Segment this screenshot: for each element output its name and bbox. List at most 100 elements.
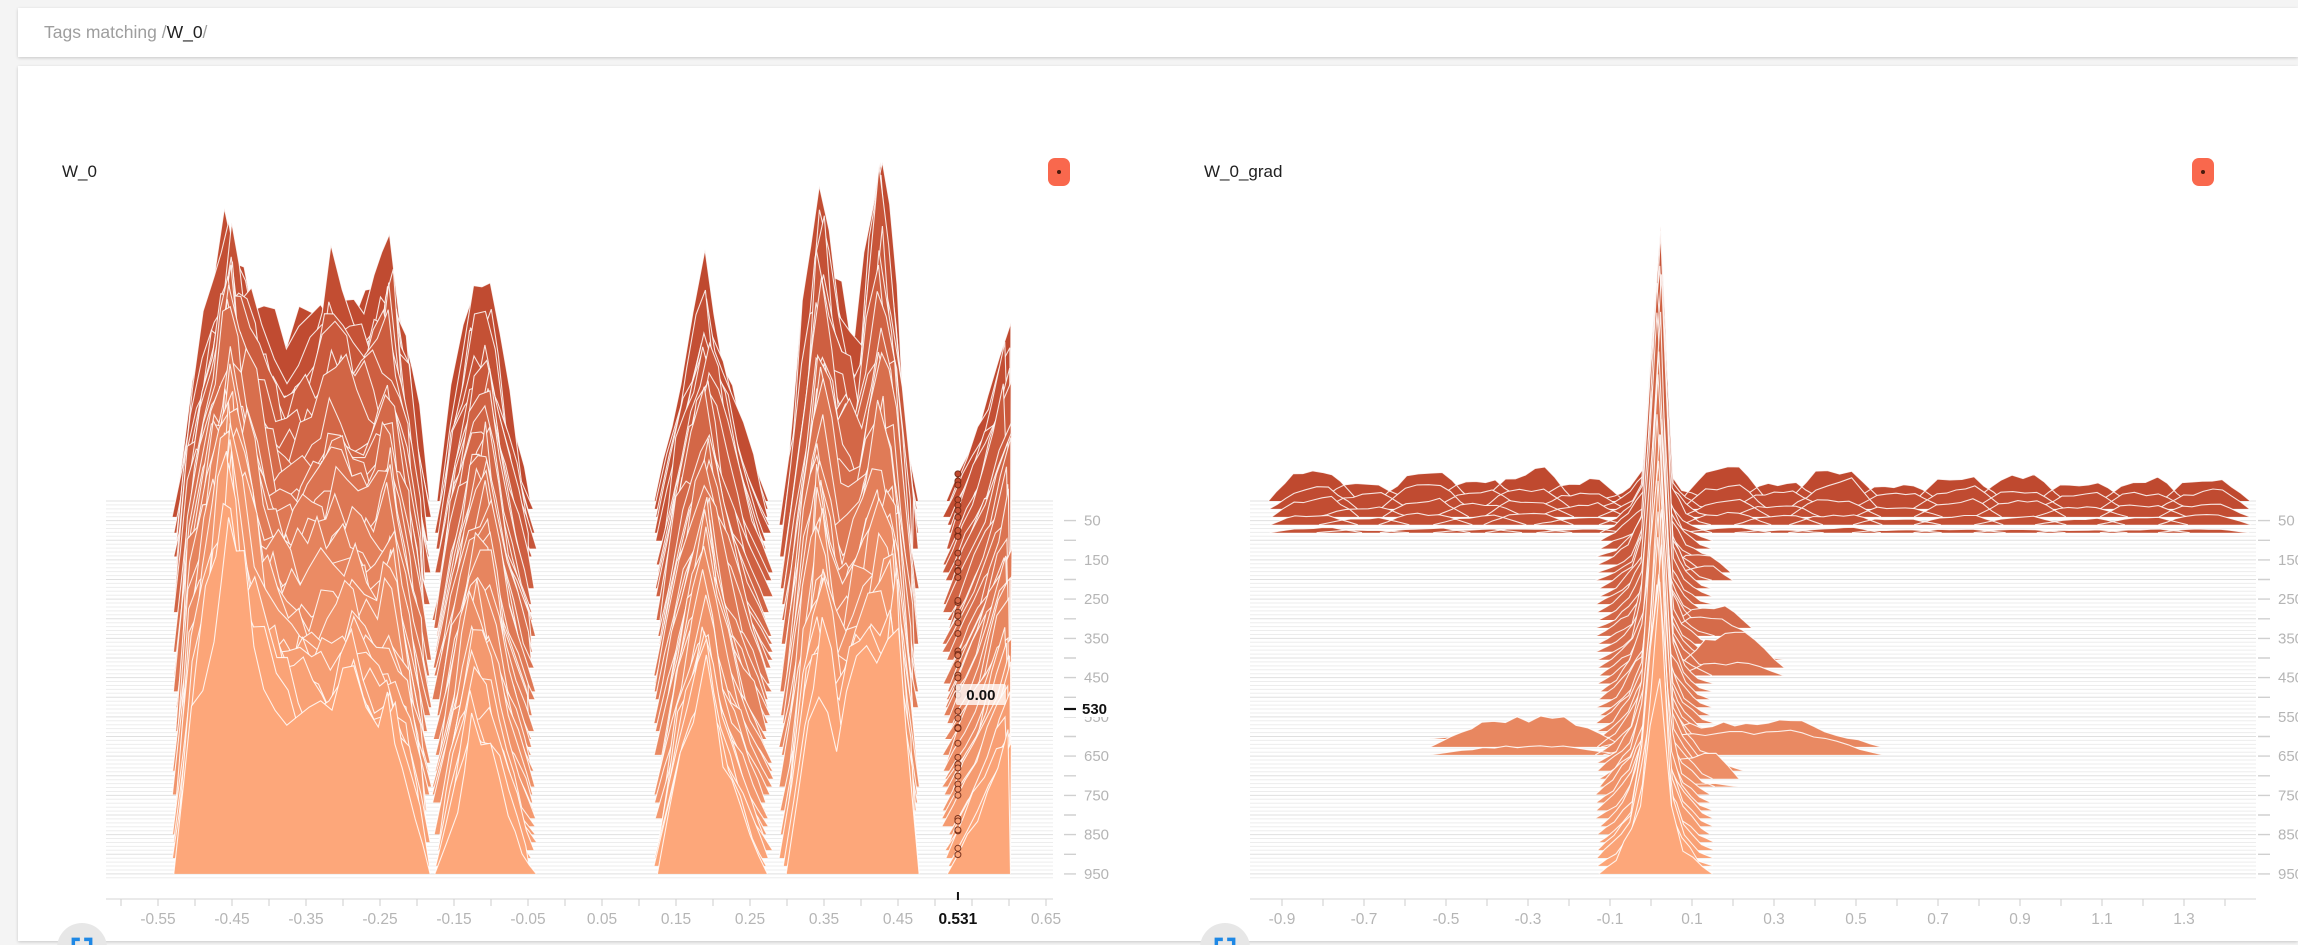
hover-slice-dot (954, 707, 962, 715)
x-tick-label: -0.35 (288, 911, 323, 928)
histogram-slice-outline (1268, 260, 2250, 510)
x-tick-label: -0.7 (1351, 911, 1378, 928)
histogram-slice (1268, 226, 2251, 501)
expand-chart-button-w0[interactable] (57, 923, 107, 945)
run-color-badge-icon (1048, 158, 1070, 186)
hover-slice-dot (954, 630, 962, 637)
x-tick-label: -0.45 (214, 911, 249, 928)
W_0_grad-ridgeline-plot[interactable]: -0.9 -0.7 -0.5 -0.3 -0.1 0.1 0.3 0.5 0.7 0.9 1.1 1.… (1250, 225, 2298, 928)
x-tick-label: -0.9 (1269, 911, 1296, 928)
chart-title-w0-grad: W_0_grad (1204, 162, 1283, 181)
hover-slice-dot (954, 785, 962, 793)
x-tick-label: 0.5 (1845, 911, 1867, 928)
x-tick-label: 1.3 (2173, 911, 2195, 928)
histogram-slice-outline (175, 161, 1012, 510)
x-tick-label: 0.65 (1031, 911, 1061, 928)
chart-title-w0: W_0 (62, 162, 97, 181)
step-tick-label: 350 (1084, 630, 1109, 647)
step-tick-label: 150 (1084, 552, 1109, 569)
x-tick-label: 0.15 (661, 911, 691, 928)
step-tick-label: 50 (1084, 513, 1101, 530)
hover-slice-dot (954, 772, 962, 780)
histogram-slice (1597, 395, 1784, 660)
hover-slice-dot (954, 652, 962, 659)
hover-slice-dot (954, 661, 962, 669)
step-tick-label: 250 (1084, 591, 1109, 608)
histogram-slice-outline (173, 517, 1012, 875)
histogram-slice (1598, 678, 1713, 874)
histogram-slice-outline (1267, 225, 2251, 502)
tag-filter-query: W_0 (166, 22, 203, 42)
histogram-slice-outline (1596, 312, 1713, 613)
x-tick-label: 0.25 (735, 911, 765, 928)
step-tick-label: 750 (1084, 787, 1109, 804)
fullscreen-icon (1214, 937, 1236, 945)
x-tick-label: 1.1 (2091, 911, 2113, 928)
step-tick-label: 50 (2278, 513, 2295, 530)
step-tick-label: 750 (2278, 787, 2298, 804)
hover-slice-dot (954, 559, 962, 567)
histogram-slice-outline (175, 548, 1012, 851)
hover-slice-dot (954, 567, 962, 575)
tag-filter-input[interactable]: Tags matching / W_0/ (18, 8, 2298, 57)
hover-slice-dot (954, 753, 962, 761)
step-tick-label: 850 (2278, 827, 2298, 844)
hover-slice-dot (954, 470, 962, 478)
x-tick-label: 0.9 (2009, 911, 2031, 928)
histogram-slice-outline (1598, 414, 1711, 700)
run-badge-dot-icon (2201, 170, 2205, 174)
x-tick-label: -0.5 (1433, 911, 1460, 928)
x-tick-label: -0.25 (362, 911, 397, 928)
hover-slice-dot (954, 612, 962, 620)
tag-filter-prefix: Tags matching / (44, 22, 167, 42)
x-axis-ticks (1281, 899, 2226, 906)
grid-lines-major (106, 500, 1053, 875)
x-tick-label: 0.3 (1763, 911, 1785, 928)
x-tick-label: -0.3 (1515, 911, 1542, 928)
x-tick-label: -0.55 (140, 911, 175, 928)
x-tick-label: 0.1 (1681, 911, 1703, 928)
x-tick-label: 0.7 (1927, 911, 1949, 928)
W_0-ridgeline-plot[interactable]: -0.55 -0.45 -0.35 -0.25 -0.15 -0.05 0.05 0.15 0.… (106, 161, 1126, 928)
grid-lines-minor (1250, 504, 2256, 879)
step-tick-label: 850 (1084, 827, 1109, 844)
histogram-slice-outline (1598, 374, 1784, 677)
hover-slice-dot (954, 574, 962, 581)
step-tick-label: 250 (2278, 591, 2298, 608)
hover-slice-dot (954, 597, 962, 604)
step-tick-label: 550 (2278, 709, 2298, 726)
histogram-plots-canvas[interactable]: -0.55 -0.45 -0.35 -0.25 -0.15 -0.05 0.05 0.15 0.… (18, 66, 2298, 945)
histogram-cards-panel: W_0 W_0_grad -0.55 -0.45 -0.35 -0.25 -0.15 -0… (18, 66, 2298, 945)
x-tick-label: -0.15 (436, 911, 471, 928)
hover-slice-dot (954, 851, 962, 859)
histogram-slice (173, 517, 1011, 874)
step-tick-label: 950 (1084, 866, 1109, 883)
hover-slice-dot (954, 724, 962, 732)
hover-slice-dot (954, 739, 962, 747)
fullscreen-icon (71, 937, 93, 945)
hover-slice-dot (954, 507, 962, 514)
histogram-slice-outline (177, 366, 1012, 660)
hover-slice-dot (954, 764, 962, 772)
step-tick-label: 650 (1084, 748, 1109, 765)
hover-slice-dot (954, 817, 962, 825)
step-tick-label: 450 (2278, 670, 2298, 687)
hover-slice-dot (954, 619, 962, 627)
histogram-slice-outline (1595, 351, 1713, 653)
x-tick-label: 0.35 (809, 911, 839, 928)
hover-slice-dot (954, 533, 962, 540)
hover-slice-dot (954, 844, 962, 852)
x-tick-label: 0.45 (883, 911, 913, 928)
expand-chart-button-w0-grad[interactable] (1200, 923, 1250, 945)
histogram-slice-outline (1598, 678, 1713, 875)
step-axis-ticks (2258, 519, 2270, 875)
hover-slice-dot (954, 791, 962, 799)
hover-value-label: 0.00 (966, 687, 995, 704)
histogram-slice-outline (175, 395, 1012, 732)
grid-lines-major (1250, 500, 2256, 875)
histogram-slice-outline (1598, 578, 1715, 843)
x-axis-ticks (120, 899, 1047, 906)
tag-filter-suffix: / (202, 22, 208, 42)
x-tick-label: -0.05 (510, 911, 545, 928)
